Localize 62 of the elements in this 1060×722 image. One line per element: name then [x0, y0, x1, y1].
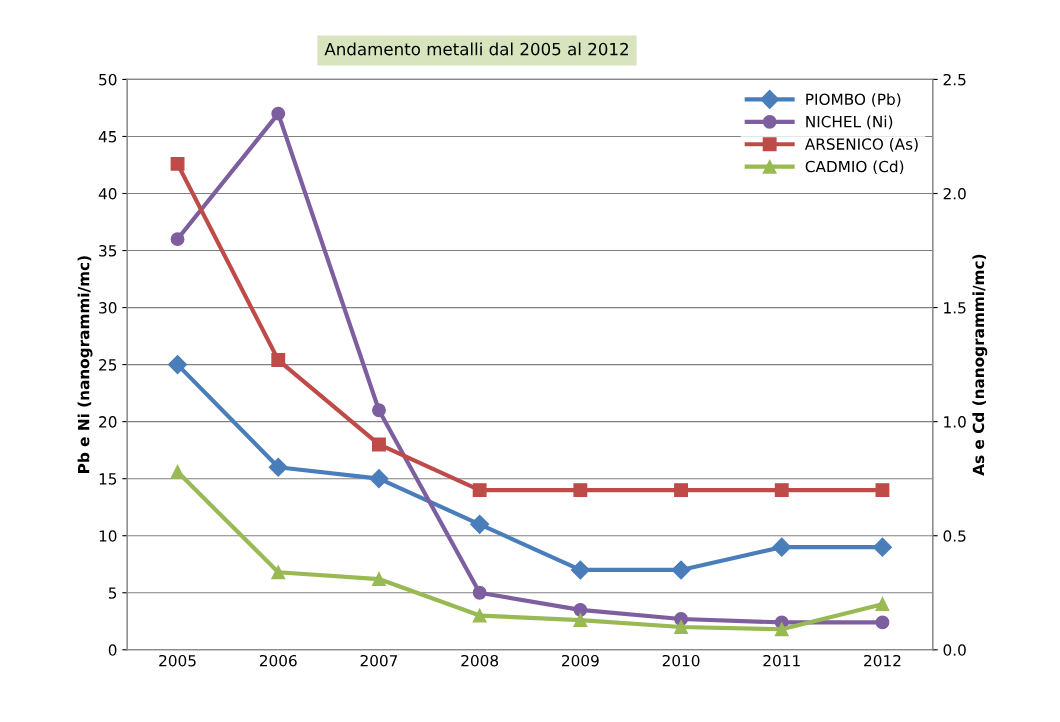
point — [872, 537, 892, 557]
legend-label: PIOMBO (Pb) — [806, 93, 901, 107]
point — [268, 457, 288, 477]
x-tick-label: 2010 — [662, 654, 700, 667]
point — [472, 585, 487, 600]
chart-title: Andamento metalli dal 2005 al 2012 — [324, 42, 628, 56]
x-tick-label: 2009 — [562, 654, 599, 667]
point — [674, 483, 688, 498]
point — [875, 615, 890, 630]
y-tick-label: 35 — [99, 245, 117, 257]
legend-label: NICHEL (Ni) — [806, 115, 893, 130]
point — [674, 620, 688, 634]
y-tick-label: 30 — [99, 302, 117, 314]
y2-tick-label: 0.5 — [943, 530, 966, 542]
point — [271, 353, 286, 367]
y2-tick-label: 0.0 — [943, 644, 966, 656]
y2-tick-label: 1.0 — [944, 416, 966, 428]
y2-tick-label: 1.5 — [944, 302, 966, 314]
y-axis-title: Pb e Ni (nanogrammi/mc) — [77, 256, 93, 473]
legend-label: ARSENICO (As) — [804, 138, 918, 152]
point — [774, 483, 789, 498]
y-tick-label: 45 — [98, 131, 117, 143]
point — [271, 565, 286, 580]
point — [875, 597, 890, 612]
point — [573, 613, 588, 628]
point — [170, 232, 185, 247]
y-tick-label: 15 — [99, 473, 117, 485]
point — [573, 602, 588, 617]
point — [470, 514, 490, 534]
point — [170, 156, 185, 171]
point — [772, 537, 792, 557]
point — [372, 437, 386, 452]
y2-tick-label: 2.0 — [943, 187, 966, 200]
point — [271, 106, 286, 121]
point — [774, 622, 789, 637]
y-tick-label: 50 — [99, 73, 117, 86]
x-tick-label: 2008 — [461, 654, 499, 667]
y-tick-label: 0 — [108, 644, 117, 656]
x-tick-label: 2005 — [159, 654, 196, 667]
point — [570, 560, 590, 580]
y2-axis-title: As e Cd (nanogrammi/mc) — [972, 254, 988, 476]
x-tick-label: 2007 — [360, 654, 398, 667]
point — [168, 355, 188, 375]
point — [671, 560, 691, 580]
x-tick-label: 2012 — [864, 654, 901, 667]
point — [875, 483, 890, 498]
y-tick-label: 5 — [108, 587, 117, 599]
point — [372, 403, 386, 418]
point — [170, 464, 185, 479]
y-tick-label: 40 — [98, 187, 117, 200]
point — [573, 483, 588, 498]
y-tick-label: 10 — [99, 530, 117, 542]
y-tick-label: 25 — [99, 359, 117, 371]
legend-label: CADMIO (Cd) — [805, 160, 904, 175]
point — [472, 608, 487, 623]
point — [372, 572, 386, 587]
y-tick-label: 20 — [99, 416, 117, 428]
point — [369, 469, 389, 489]
x-tick-label: 2011 — [763, 654, 800, 667]
point — [472, 483, 487, 498]
y2-tick-label: 2.5 — [943, 73, 966, 86]
x-tick-label: 2006 — [259, 654, 297, 667]
